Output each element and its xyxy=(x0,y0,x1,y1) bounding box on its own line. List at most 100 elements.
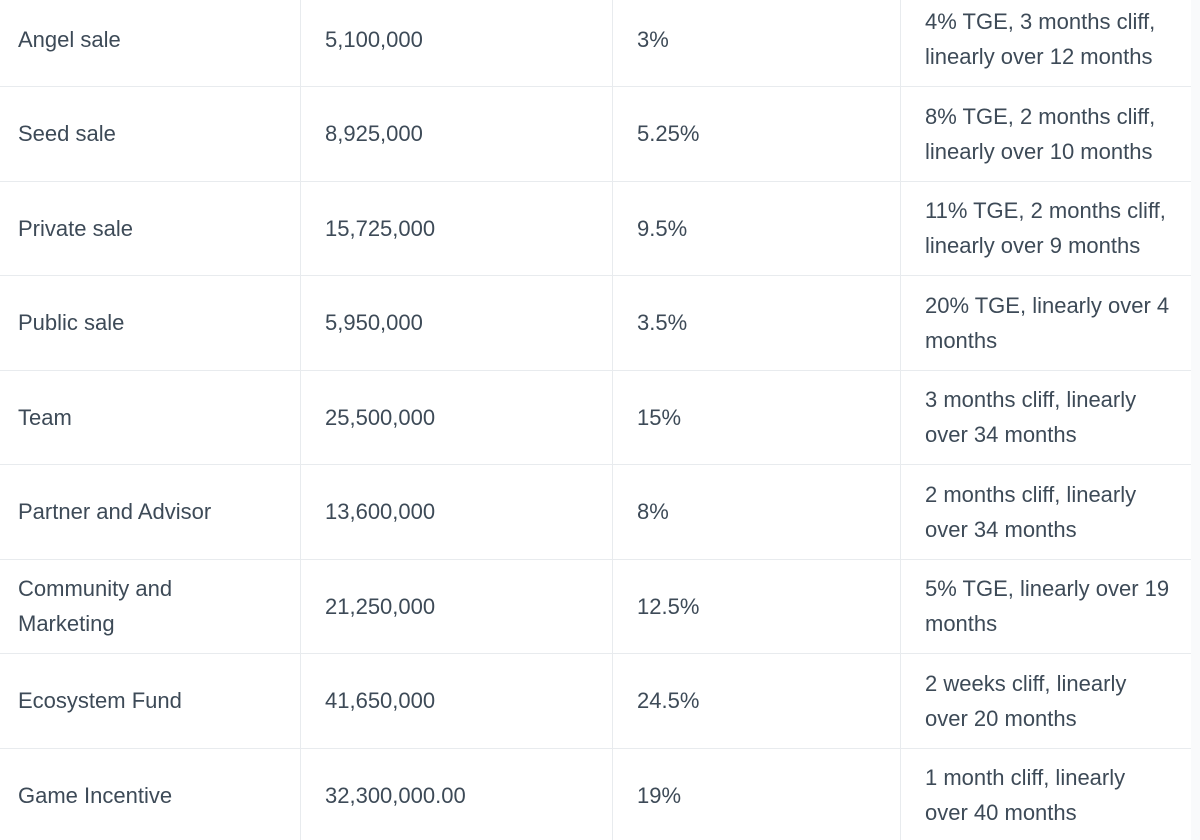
percent-value: 24.5% xyxy=(637,688,700,714)
percent-cell: 24.5% xyxy=(613,654,901,748)
amount-cell: 5,950,000 xyxy=(301,276,613,370)
percent-cell: 19% xyxy=(613,748,901,840)
vesting-line: 1 month cliff, linearly xyxy=(925,765,1126,791)
vesting-line: 11% TGE, 2 months cliff, xyxy=(925,198,1166,224)
allocation-cell: Game Incentive xyxy=(0,748,301,840)
vesting-cell: 4% TGE, 3 months cliff, linearly over 12 … xyxy=(901,0,1192,86)
percent-value: 8% xyxy=(637,499,669,525)
token-amount: 25,500,000 xyxy=(325,404,436,430)
amount-cell: 41,650,000 xyxy=(301,654,613,748)
allocation-name: Team xyxy=(18,404,72,430)
percent-value: 5.25% xyxy=(637,121,700,147)
vesting-line: over 40 months xyxy=(925,800,1077,826)
percent-value: 19% xyxy=(637,782,682,808)
vesting-line: 2 months cliff, linearly xyxy=(925,481,1137,507)
table-row: Ecosystem Fund 41,650,000 24.5% 2 weeks … xyxy=(0,654,1192,749)
allocation-cell: Private sale xyxy=(0,181,301,275)
page-background-edge xyxy=(1191,0,1200,840)
vesting-schedule: 1 month cliff, linearly over 40 months xyxy=(925,760,1125,830)
table-row: Team 25,500,000 15% 3 months cliff, line… xyxy=(0,370,1192,465)
token-amount: 5,950,000 xyxy=(325,310,423,336)
vesting-cell: 1 month cliff, linearly over 40 months xyxy=(901,748,1192,840)
percent-value: 15% xyxy=(637,404,682,430)
amount-cell: 5,100,000 xyxy=(301,0,613,86)
vesting-line: 20% TGE, linearly over 4 xyxy=(925,292,1170,318)
token-amount: 21,250,000 xyxy=(325,593,436,619)
allocation-cell: Angel sale xyxy=(0,0,301,86)
vesting-line: 8% TGE, 2 months cliff, xyxy=(925,103,1156,129)
vesting-line: months xyxy=(925,611,998,637)
percent-cell: 5.25% xyxy=(613,87,901,181)
percent-value: 3% xyxy=(637,26,669,52)
vesting-cell: 2 weeks cliff, linearly over 20 months xyxy=(901,654,1192,748)
amount-cell: 32,300,000.00 xyxy=(301,748,613,840)
vesting-schedule: 5% TGE, linearly over 19 months xyxy=(925,571,1169,641)
allocation-name: Angel sale xyxy=(18,26,121,52)
allocation-name: Ecosystem Fund xyxy=(18,688,182,714)
allocation-cell: Team xyxy=(0,370,301,464)
allocation-name: Public sale xyxy=(18,310,125,336)
vesting-schedule: 3 months cliff, linearly over 34 months xyxy=(925,382,1136,452)
token-amount: 32,300,000.00 xyxy=(325,782,466,808)
table-row: Angel sale 5,100,000 3% 4% TGE, 3 months… xyxy=(0,0,1192,87)
amount-cell: 15,725,000 xyxy=(301,181,613,275)
vesting-schedule: 11% TGE, 2 months cliff, linearly over 9 … xyxy=(925,193,1166,263)
vesting-cell: 8% TGE, 2 months cliff, linearly over 10 … xyxy=(901,87,1192,181)
vesting-line: 2 weeks cliff, linearly xyxy=(925,670,1127,696)
allocation-name: Community and Marketing xyxy=(18,576,173,637)
vesting-schedule: 2 months cliff, linearly over 34 months xyxy=(925,477,1136,547)
table-row: Game Incentive 32,300,000.00 19% 1 month… xyxy=(0,748,1192,840)
table-row: Public sale 5,950,000 3.5% 20% TGE, line… xyxy=(0,276,1192,371)
table-row: Partner and Advisor 13,600,000 8% 2 mont… xyxy=(0,465,1192,560)
percent-cell: 3% xyxy=(613,0,901,86)
percent-value: 12.5% xyxy=(637,593,700,619)
vesting-line: over 20 months xyxy=(925,705,1077,731)
allocation-cell: Partner and Advisor xyxy=(0,465,301,559)
vesting-cell: 11% TGE, 2 months cliff, linearly over 9 … xyxy=(901,181,1192,275)
percent-cell: 9.5% xyxy=(613,181,901,275)
amount-cell: 8,925,000 xyxy=(301,87,613,181)
allocation-cell: Seed sale xyxy=(0,87,301,181)
vesting-schedule: 2 weeks cliff, linearly over 20 months xyxy=(925,666,1126,736)
allocation-name: Seed sale xyxy=(18,121,116,147)
vesting-cell: 20% TGE, linearly over 4 months xyxy=(901,276,1192,370)
allocation-name: Game Incentive xyxy=(18,782,173,808)
vesting-line: months xyxy=(925,327,998,353)
vesting-schedule: 8% TGE, 2 months cliff, linearly over 10 … xyxy=(925,99,1155,169)
amount-cell: 25,500,000 xyxy=(301,370,613,464)
vesting-line: linearly over 12 months xyxy=(925,44,1153,70)
vesting-cell: 2 months cliff, linearly over 34 months xyxy=(901,465,1192,559)
allocation-cell: Ecosystem Fund xyxy=(0,654,301,748)
token-amount: 13,600,000 xyxy=(325,499,436,525)
vesting-line: over 34 months xyxy=(925,516,1077,542)
vesting-cell: 3 months cliff, linearly over 34 months xyxy=(901,370,1192,464)
token-amount: 5,100,000 xyxy=(325,26,423,52)
vesting-line: 4% TGE, 3 months cliff, xyxy=(925,9,1156,35)
percent-cell: 3.5% xyxy=(613,276,901,370)
vesting-cell: 5% TGE, linearly over 19 months xyxy=(901,559,1192,653)
percent-cell: 8% xyxy=(613,465,901,559)
token-amount: 15,725,000 xyxy=(325,215,436,241)
vesting-line: linearly over 10 months xyxy=(925,138,1153,164)
vesting-line: 3 months cliff, linearly xyxy=(925,387,1137,413)
percent-value: 3.5% xyxy=(637,310,688,336)
vesting-line: over 34 months xyxy=(925,422,1077,448)
percent-cell: 15% xyxy=(613,370,901,464)
vesting-line: 5% TGE, linearly over 19 xyxy=(925,576,1170,602)
vesting-schedule: 20% TGE, linearly over 4 months xyxy=(925,288,1169,358)
allocation-cell: Community and Marketing xyxy=(0,559,301,653)
table-row: Seed sale 8,925,000 5.25% 8% TGE, 2 mont… xyxy=(0,87,1192,182)
table-row: Community and Marketing 21,250,000 12.5%… xyxy=(0,559,1192,654)
token-amount: 8,925,000 xyxy=(325,121,423,147)
vesting-line: linearly over 9 months xyxy=(925,233,1141,259)
vesting-schedule: 4% TGE, 3 months cliff, linearly over 12 … xyxy=(925,4,1155,74)
allocation-cell: Public sale xyxy=(0,276,301,370)
allocation-name: Private sale xyxy=(18,215,133,241)
amount-cell: 21,250,000 xyxy=(301,559,613,653)
amount-cell: 13,600,000 xyxy=(301,465,613,559)
allocation-name: Partner and Advisor xyxy=(18,499,212,525)
percent-value: 9.5% xyxy=(637,215,688,241)
token-amount: 41,650,000 xyxy=(325,688,436,714)
